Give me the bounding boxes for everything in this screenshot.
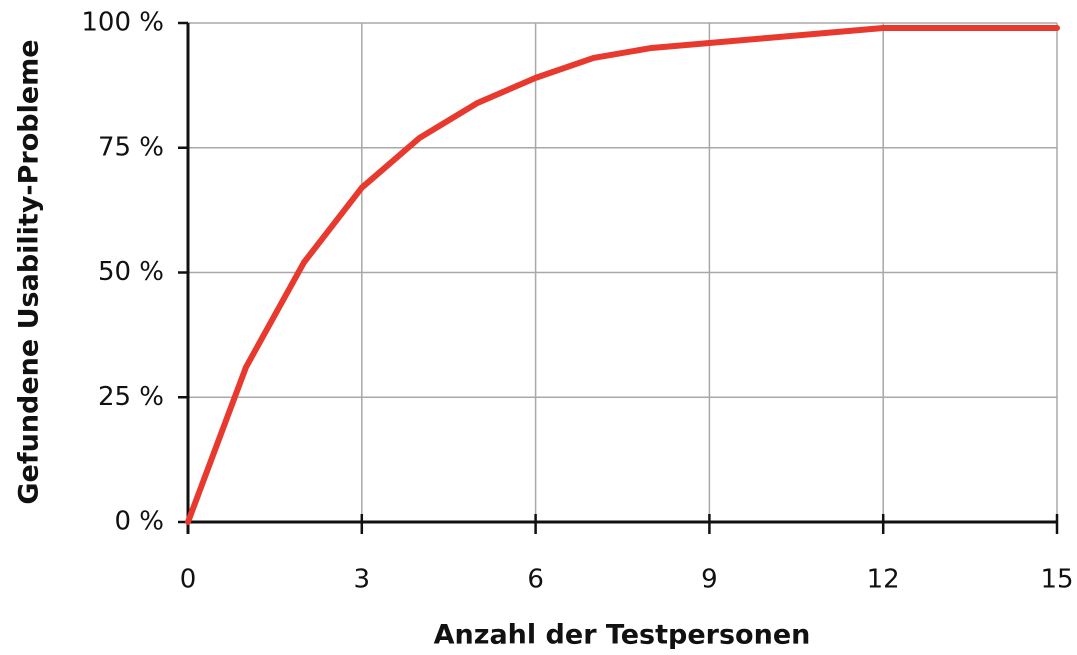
x-tick-label: 6: [527, 565, 544, 595]
x-axis-label: Anzahl der Testpersonen: [434, 620, 811, 651]
x-tick-label: 12: [867, 565, 900, 595]
x-tick-label: 15: [1040, 565, 1073, 595]
y-tick-label: 75 %: [98, 132, 164, 162]
y-tick-label: 50 %: [98, 257, 164, 287]
data-line: [185, 24, 1060, 525]
y-tick-label: 25 %: [98, 382, 164, 412]
x-tick-label: 3: [354, 565, 371, 595]
y-tick-label: 0 %: [114, 507, 164, 537]
x-tick-label: 9: [701, 565, 718, 595]
x-tick-label: 0: [180, 565, 197, 595]
y-tick-label: 100 %: [81, 8, 164, 38]
y-axis-label: Gefundene Usability-Probleme: [14, 39, 45, 504]
